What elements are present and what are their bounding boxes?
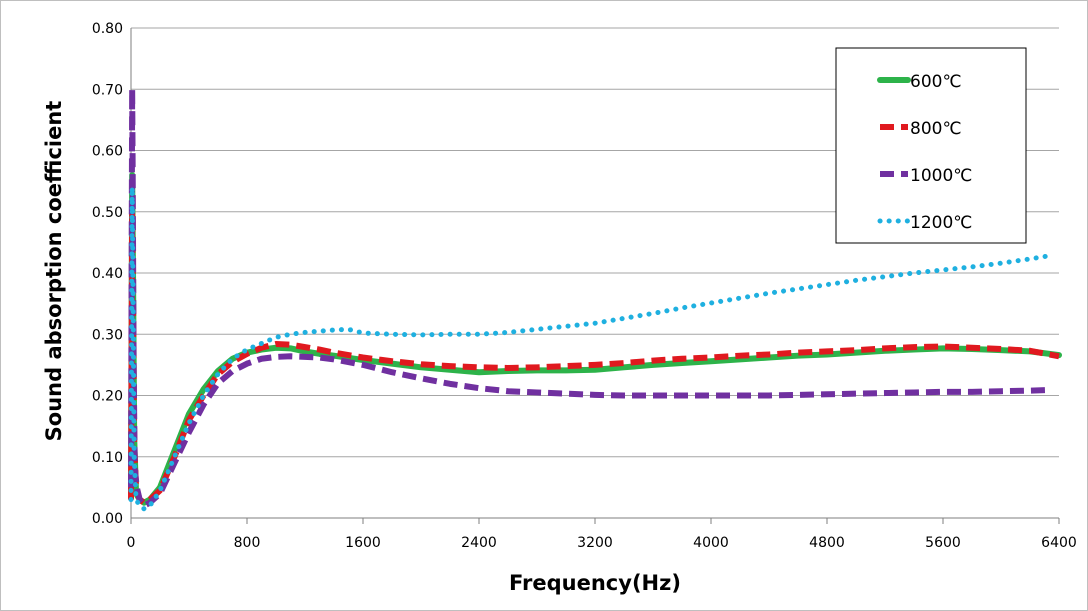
series-lines bbox=[128, 86, 1062, 512]
x-tick-label: 5600 bbox=[925, 535, 961, 551]
series-line-2 bbox=[128, 86, 1049, 509]
x-tick-label: 3200 bbox=[577, 535, 613, 551]
x-tick-label: 800 bbox=[234, 535, 261, 551]
legend-box bbox=[835, 47, 1027, 244]
legend-label-1: 800℃ bbox=[910, 119, 962, 139]
x-axis-label: Frequency(Hz) bbox=[509, 571, 681, 595]
y-tick-label: 0.20 bbox=[92, 389, 123, 405]
y-tick-label: 0.50 bbox=[92, 205, 123, 221]
y-tick-label: 0.30 bbox=[92, 327, 123, 343]
x-tick-label: 4800 bbox=[809, 535, 845, 551]
series-line-3 bbox=[128, 187, 1052, 512]
y-tick-labels: 0.00 0.10 0.20 0.30 0.40 0.50 0.60 0.70 0.80 bbox=[92, 21, 123, 527]
y-axis-label: Sound absorption coefficient bbox=[42, 101, 66, 442]
y-tick-label: 0.00 bbox=[92, 511, 123, 527]
legend-label-2: 1000℃ bbox=[910, 166, 972, 186]
y-tick-label: 0.70 bbox=[92, 82, 123, 98]
x-tick-labels: 0 800 1600 2400 3200 4000 4800 5600 6400 bbox=[127, 535, 1077, 551]
x-tick-label: 1600 bbox=[345, 535, 381, 551]
x-tick-label: 6400 bbox=[1041, 535, 1077, 551]
legend: 600℃ 800℃ 1000℃ 1200℃ bbox=[835, 47, 1027, 244]
y-tick-label: 0.60 bbox=[92, 144, 123, 160]
x-tick-label: 2400 bbox=[461, 535, 497, 551]
y-tick-label: 0.80 bbox=[92, 21, 123, 37]
x-tick-label: 0 bbox=[127, 535, 136, 551]
legend-label-3: 1200℃ bbox=[910, 213, 972, 233]
x-tick-label: 4000 bbox=[693, 535, 729, 551]
y-tick-label: 0.10 bbox=[92, 450, 123, 466]
y-tick-label: 0.40 bbox=[92, 266, 123, 282]
legend-label-0: 600℃ bbox=[910, 72, 962, 92]
